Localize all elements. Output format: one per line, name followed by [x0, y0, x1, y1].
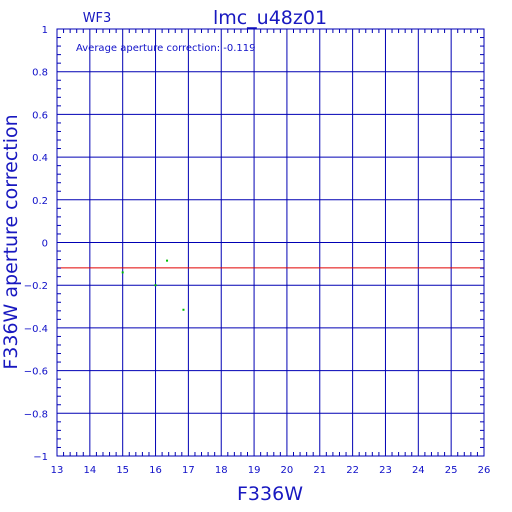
- x-tick-label: 15: [116, 465, 129, 476]
- y-tick-label: 0: [42, 239, 48, 250]
- x-tick-label: 25: [445, 465, 458, 476]
- data-point: [154, 284, 157, 287]
- x-axis-title: F336W: [237, 483, 303, 505]
- panel-label: WF3: [83, 11, 112, 26]
- x-tick-label: 16: [149, 465, 162, 476]
- x-tick-label: 14: [83, 465, 96, 476]
- y-tick-label: 0.4: [32, 153, 48, 164]
- x-tick-label: 19: [248, 465, 261, 476]
- x-tick-label: 21: [313, 465, 326, 476]
- y-tick-label: 0.8: [32, 68, 48, 79]
- y-tick-label: −0.4: [24, 324, 48, 335]
- plot-frame: [56, 28, 485, 457]
- data-points: [121, 259, 185, 311]
- data-point: [166, 259, 169, 262]
- x-tick-label: 17: [182, 465, 195, 476]
- average-annotation: Average aperture correction: -0.119: [76, 43, 256, 54]
- y-tick-labels: −1 −0.8 −0.6 −0.4 −0.2 0 0.2 0.4 0.6 0.8 1: [24, 25, 48, 463]
- x-tick-label: 24: [412, 465, 425, 476]
- y-tick-label: −0.2: [24, 281, 48, 292]
- x-tick-label: 20: [281, 465, 294, 476]
- grid-lines: [56, 28, 485, 457]
- x-tick-label: 22: [346, 465, 359, 476]
- x-tick-label: 18: [215, 465, 228, 476]
- y-tick-label: 0.2: [32, 196, 48, 207]
- y-axis-title: F336W aperture correction: [0, 114, 22, 369]
- y-tick-label: −0.8: [24, 409, 48, 420]
- data-point: [121, 271, 124, 274]
- x-tick-label: 13: [51, 465, 64, 476]
- y-tick-label: 0.6: [32, 110, 48, 121]
- x-tick-label: 26: [478, 465, 491, 476]
- tick-marks: [57, 29, 484, 456]
- y-tick-label: −0.6: [24, 367, 48, 378]
- x-tick-labels: 13 14 15 16 17 18 19 20 21 22 23 24 25 26: [51, 465, 491, 476]
- chart-title: lmc_u48z01: [213, 7, 327, 29]
- x-tick-label: 23: [379, 465, 392, 476]
- y-tick-label: −1: [33, 452, 48, 463]
- y-tick-label: 1: [42, 25, 48, 36]
- data-point: [182, 308, 185, 311]
